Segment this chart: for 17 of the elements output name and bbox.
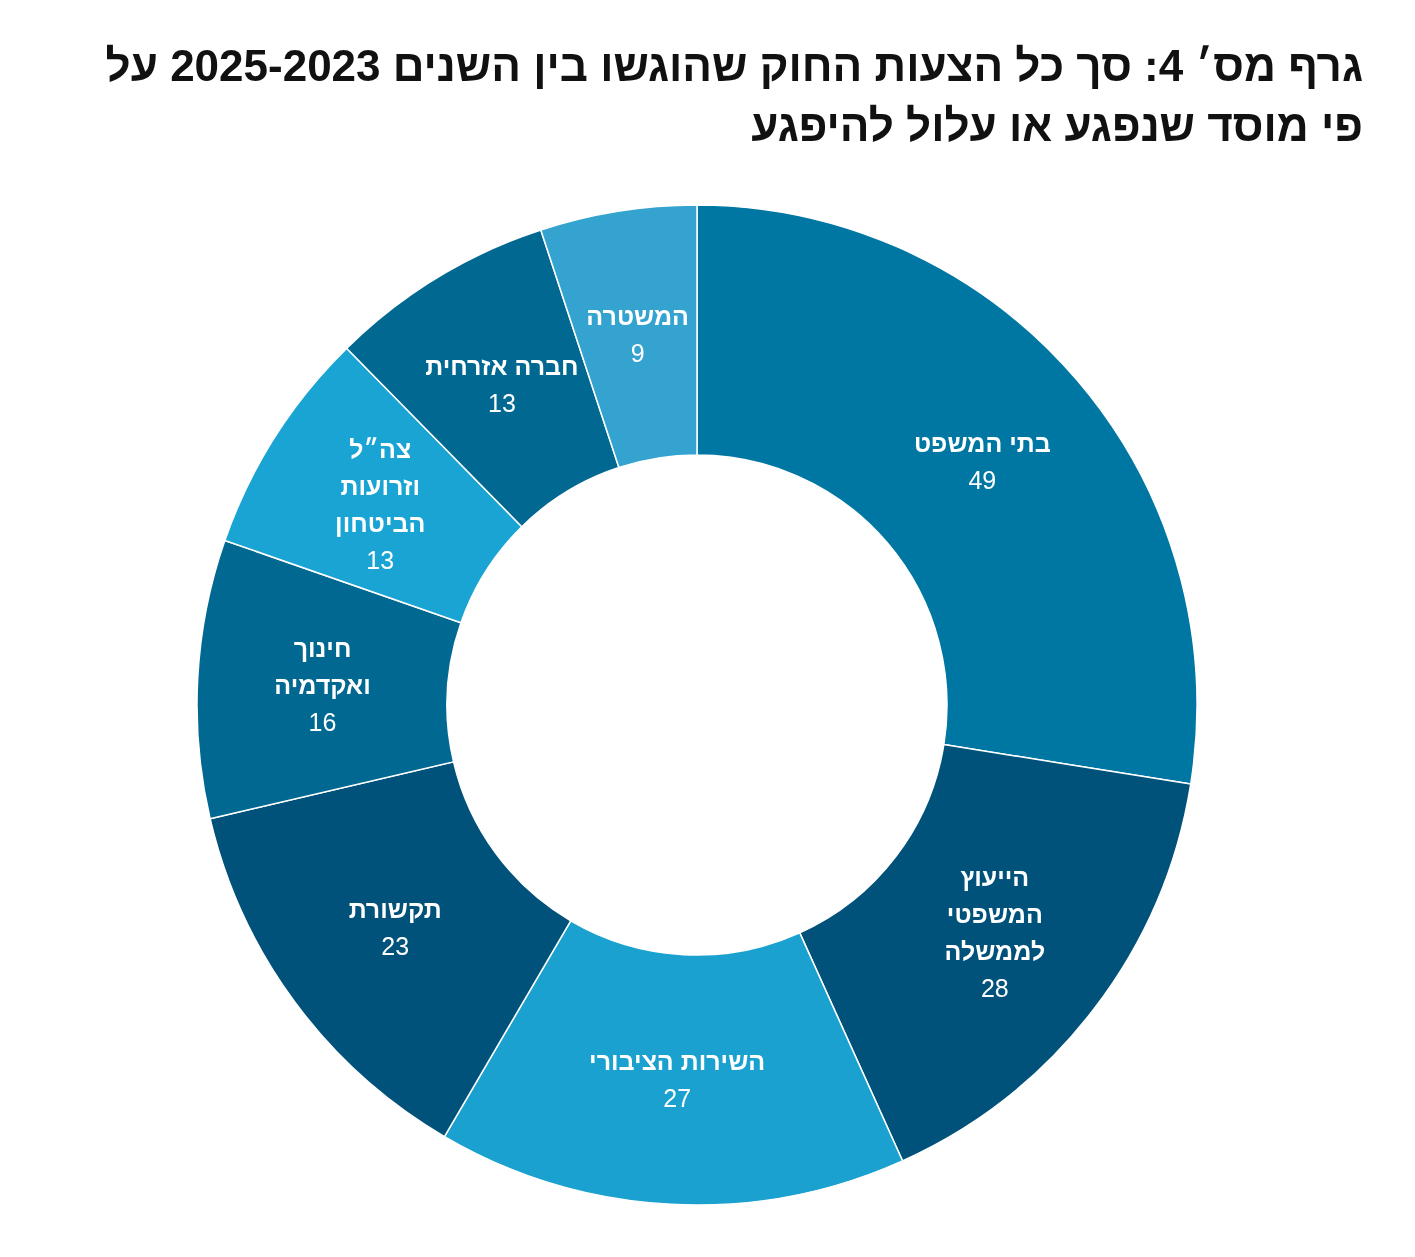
data-label: 16 [308,708,337,737]
data-label: 23 [381,932,410,961]
data-label: 13 [366,545,395,574]
slice-label: צה״ל וזרועות הביטחון [335,434,426,537]
slice-label: חברה אזרחית [425,352,579,381]
slice-label: חינוך ואקדמיה [274,634,371,700]
slice-label: השירות הציבורי [589,1046,766,1075]
slice-label: המשטרה [586,302,690,331]
slice-label: בתי המשפט [913,429,1051,458]
chart-title: גרף מס׳ 4: סך כל הצעות החוק שהוגשו בין השנים 2025-2023 על פי מוסד שנפגע או עלול להיפגע [104,40,1363,152]
data-label: 27 [663,1083,692,1112]
data-label: 13 [488,389,516,418]
slice-label: הייעוץ המשפטי לממשלה [944,863,1046,966]
slice-label: תקשורת [348,895,442,924]
data-label: 28 [980,974,1009,1003]
data-label: 49 [968,466,997,495]
data-label: 9 [630,339,645,368]
